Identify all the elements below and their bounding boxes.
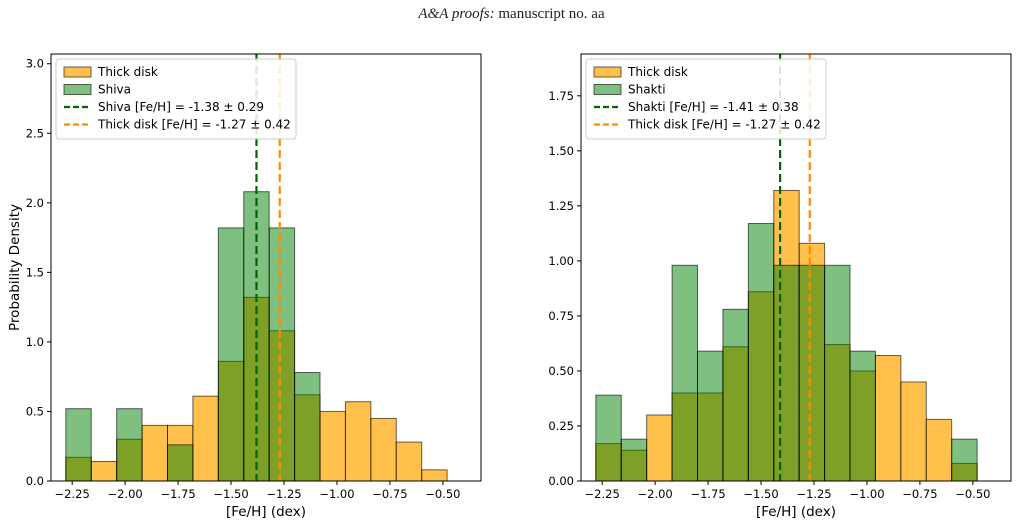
x-axis-label: [Fe/H] (dex) bbox=[756, 504, 836, 520]
x-tick-label: −2.25 bbox=[585, 487, 620, 501]
plot-frame bbox=[580, 53, 1012, 482]
legend-label: Shiva [Fe/H] = -1.38 ± 0.29 bbox=[98, 100, 264, 114]
legend-label: Thick disk [Fe/H] = -1.27 ± 0.42 bbox=[627, 118, 821, 132]
bar-shakti bbox=[697, 350, 724, 482]
y-tick-label: 2.0 bbox=[26, 196, 44, 210]
bar-thick-disk bbox=[421, 469, 448, 482]
manuscript-note: manuscript no. aa bbox=[494, 6, 605, 22]
legend-label: Thick disk bbox=[627, 65, 688, 79]
y-tick-label: 1.5 bbox=[26, 265, 44, 279]
bar-shiva bbox=[167, 444, 194, 482]
bar-thick-disk bbox=[319, 410, 346, 482]
chart-panel-1: −2.25 −2.00 −1.75 −1.50 −1.25 −1.00 −0.75 −0.50… bbox=[7, 53, 482, 520]
y-tick-label: 1.75 bbox=[548, 89, 574, 103]
x-tick-label: −1.25 bbox=[266, 487, 301, 501]
legend-label: Shakti [Fe/H] = -1.41 ± 0.38 bbox=[628, 100, 799, 114]
x-tick-label: −1.75 bbox=[690, 487, 725, 501]
legend-swatch bbox=[593, 84, 622, 95]
bar-thick-disk bbox=[646, 414, 673, 482]
x-tick-label: −1.50 bbox=[743, 487, 778, 501]
bar-thick-disk bbox=[344, 401, 372, 482]
bar-shiva bbox=[65, 408, 92, 482]
x-tick-label: −0.75 bbox=[902, 487, 937, 501]
bar-thick-disk bbox=[900, 381, 927, 482]
bar-thick-disk bbox=[395, 441, 423, 482]
bar-thick-disk bbox=[90, 461, 118, 482]
legend-label: Thick disk [Fe/H] = -1.27 ± 0.42 bbox=[97, 118, 291, 132]
bar-shiva bbox=[217, 227, 245, 482]
x-tick-label: −1.75 bbox=[160, 487, 195, 501]
bar-shakti bbox=[722, 308, 749, 482]
y-tick-label: 0.5 bbox=[26, 404, 44, 418]
x-tick-label: −2.00 bbox=[638, 487, 673, 501]
y-tick-label: 2.5 bbox=[26, 126, 44, 140]
y-tick-label: 0.00 bbox=[548, 474, 574, 488]
x-axis-label: [Fe/H] (dex) bbox=[226, 504, 306, 520]
bar-shakti bbox=[849, 350, 876, 482]
legend-label: Shiva bbox=[98, 83, 131, 97]
x-tick-label: −1.00 bbox=[319, 487, 354, 501]
bar-shiva bbox=[268, 227, 296, 482]
y-tick-label: 1.25 bbox=[548, 199, 574, 213]
bar-shakti bbox=[824, 264, 851, 482]
bar-shakti bbox=[951, 438, 978, 482]
x-tick-label: −1.50 bbox=[213, 487, 248, 501]
y-tick-label: 0.25 bbox=[548, 419, 574, 433]
x-tick-label: −2.00 bbox=[108, 487, 143, 501]
bar-shiva bbox=[294, 372, 321, 482]
legend-swatch bbox=[593, 66, 622, 78]
legend-swatch bbox=[63, 84, 92, 95]
y-axis-label: Probability Density bbox=[7, 204, 23, 331]
bar-shakti bbox=[747, 222, 775, 482]
bar-shakti bbox=[798, 264, 826, 482]
y-tick-label: 1.50 bbox=[548, 144, 574, 158]
bar-thick-disk bbox=[370, 417, 397, 482]
bar-shakti bbox=[620, 438, 648, 482]
bar-thick-disk bbox=[192, 395, 219, 482]
y-tick-label: 3.0 bbox=[26, 57, 44, 71]
page-header: A&A proofs: manuscript no. aa bbox=[0, 6, 1023, 23]
legend-box bbox=[585, 58, 827, 140]
y-tick-label: 1.0 bbox=[26, 335, 44, 349]
x-tick-label: −2.25 bbox=[55, 487, 90, 501]
legend-label: Thick disk bbox=[97, 65, 158, 79]
bar-shakti bbox=[671, 264, 699, 482]
journal-name: A&A proofs: bbox=[418, 6, 495, 22]
x-tick-label: −1.00 bbox=[849, 487, 884, 501]
y-tick-label: 1.00 bbox=[548, 254, 574, 268]
legend-swatch bbox=[63, 66, 92, 78]
bar-shiva bbox=[116, 408, 143, 482]
bar-thick-disk bbox=[874, 355, 902, 482]
bar-thick-disk bbox=[141, 424, 169, 482]
y-tick-label: 0.75 bbox=[548, 309, 574, 323]
x-tick-label: −0.50 bbox=[955, 487, 990, 501]
y-tick-label: 0.50 bbox=[548, 364, 574, 378]
bar-shakti bbox=[595, 394, 622, 482]
y-tick-label: 0.0 bbox=[26, 474, 44, 488]
plot-frame bbox=[50, 53, 482, 482]
bar-thick-disk bbox=[925, 418, 953, 482]
x-tick-label: −0.75 bbox=[372, 487, 407, 501]
bar-shakti bbox=[773, 264, 800, 482]
legend-box bbox=[55, 58, 297, 140]
legend-label: Shakti bbox=[628, 83, 666, 97]
chart-panel-2: −2.25 −2.00 −1.75 −1.50 −1.25 −1.00 −0.75 −0.50… bbox=[548, 53, 1012, 520]
x-tick-label: −0.50 bbox=[425, 487, 460, 501]
x-tick-label: −1.25 bbox=[796, 487, 831, 501]
